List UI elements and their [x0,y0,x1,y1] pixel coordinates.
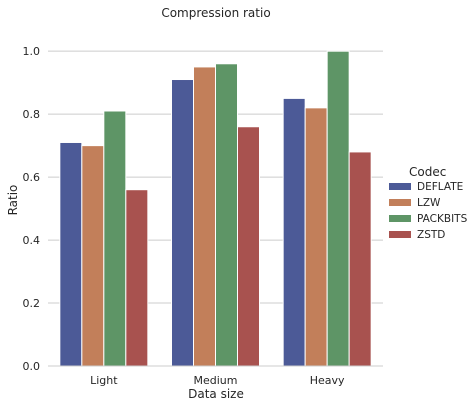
legend-label: PACKBITS [417,213,468,225]
bar-zstd-heavy [348,151,372,367]
y-tick-label: 0.8 [23,108,41,121]
legend-label: DEFLATE [417,181,463,193]
legend-label: ZSTD [417,229,445,241]
legend-swatch [389,231,411,238]
y-tick-label: 0.2 [23,297,41,310]
bar-deflate-heavy [282,97,306,367]
x-axis-label: Data size [188,387,244,401]
bar-lzw-light [81,145,105,367]
legend-swatch [389,215,411,222]
legend-title: Codec [409,165,446,179]
legend-label: LZW [417,197,441,209]
bar-lzw-heavy [304,107,328,367]
bar-deflate-light [59,141,83,367]
y-tick-label: 0.6 [23,171,41,184]
bar-lzw-medium [193,66,216,367]
bar-packbits-heavy [326,50,350,367]
y-tick-label: 1.0 [23,45,41,58]
bars-layer [59,50,372,367]
axes-layer: 0.0 0.2 0.4 0.6 0.8 1.0 Light Medium Heavy [23,45,383,387]
legend-items: DEFLATE LZW PACKBITS ZSTD [389,181,468,241]
y-tick-label: 0.4 [23,234,41,247]
chart-title: Compression ratio [161,6,270,20]
y-axis-label: Ratio [6,185,20,216]
bar-packbits-medium [215,63,238,367]
bar-packbits-light [103,110,127,367]
legend-swatch [389,199,411,206]
bar-zstd-light [125,189,149,367]
bar-zstd-medium [237,126,260,367]
bar-deflate-medium [171,79,194,367]
x-tick-label: Heavy [310,374,345,387]
x-tick-label: Medium [194,374,238,387]
y-tick-label: 0.0 [23,360,41,373]
legend-swatch [389,183,411,190]
x-tick-label: Light [90,374,118,387]
legend: Codec DEFLATE LZW PACKBITS ZSTD [389,165,468,241]
